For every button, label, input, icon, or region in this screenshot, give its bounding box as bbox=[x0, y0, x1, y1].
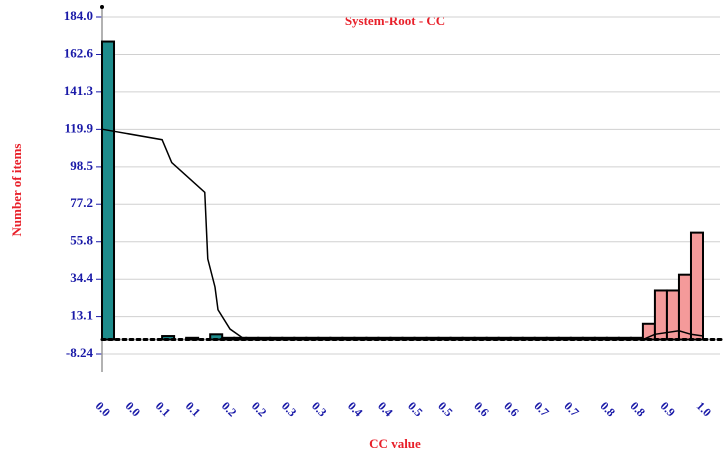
x-tick-label: 1.0 bbox=[694, 399, 715, 420]
y-tick-label: 162.6 bbox=[64, 45, 94, 60]
x-tick-label: 0.5 bbox=[435, 399, 456, 420]
x-tick-label: 0.1 bbox=[153, 399, 174, 420]
x-tick-label: 0.7 bbox=[561, 399, 582, 420]
x-tick-label: 0.2 bbox=[249, 399, 270, 420]
x-tick-label: 0.2 bbox=[219, 399, 240, 420]
y-tick-label: 141.3 bbox=[64, 83, 94, 98]
bar bbox=[689, 231, 704, 341]
x-tick-label: 0.8 bbox=[628, 399, 649, 420]
x-tick-label: 0.3 bbox=[279, 399, 300, 420]
x-tick-label: 0.1 bbox=[183, 399, 204, 420]
y-tick-label: 184.0 bbox=[64, 8, 93, 23]
x-tick-label: 0.4 bbox=[375, 399, 396, 420]
x-axis-label: CC value bbox=[369, 436, 421, 451]
chart-title: System-Root - CC bbox=[345, 13, 445, 28]
y-tick-label: 77.2 bbox=[70, 195, 93, 210]
x-tick-label: 0.6 bbox=[501, 399, 522, 420]
bar bbox=[101, 40, 116, 341]
x-tick-label: 0.7 bbox=[531, 399, 552, 420]
y-tick-label: 98.5 bbox=[70, 158, 93, 173]
x-tick-label: 0.6 bbox=[471, 399, 492, 420]
y-tick-label: -8.24 bbox=[66, 345, 94, 360]
y-tick-label: 13.1 bbox=[70, 308, 93, 323]
y-tick-label: 119.9 bbox=[64, 120, 93, 135]
x-tick-label: 0.0 bbox=[123, 399, 144, 420]
line-series bbox=[101, 128, 704, 341]
x-tick-label: 0.9 bbox=[658, 399, 679, 420]
axis-dot bbox=[100, 5, 104, 9]
y-tick-label: 55.8 bbox=[70, 233, 93, 248]
y-axis-label: Number of items bbox=[9, 144, 24, 237]
x-tick-label: 0.8 bbox=[597, 399, 618, 420]
x-tick-label: 0.5 bbox=[405, 399, 426, 420]
x-tick-label: 0.4 bbox=[345, 399, 366, 420]
x-tick-label: 0.3 bbox=[309, 399, 330, 420]
y-tick-label: 34.4 bbox=[70, 270, 93, 285]
bar bbox=[677, 273, 692, 341]
x-tick-label: 0.0 bbox=[93, 399, 114, 420]
